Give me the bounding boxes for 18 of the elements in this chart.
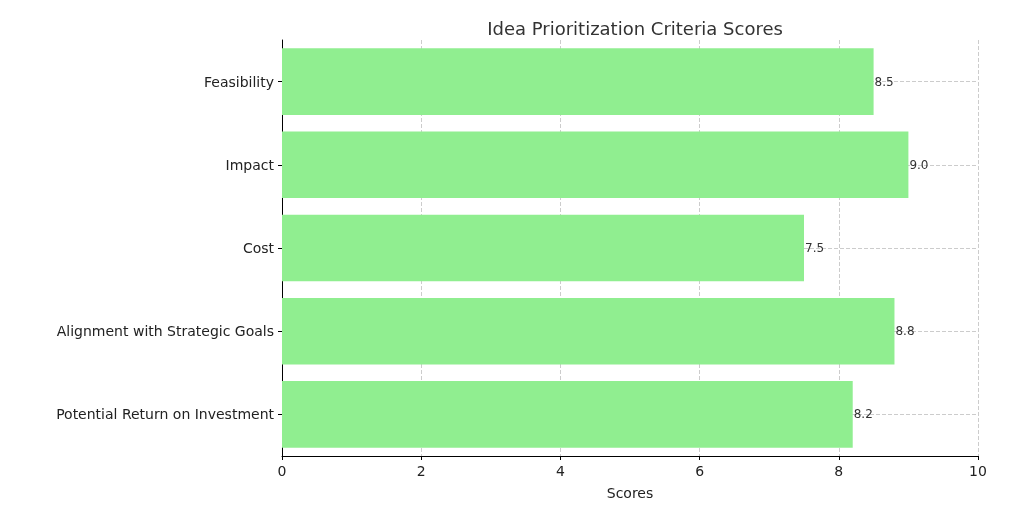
data-label: 8.8	[895, 324, 915, 339]
x-tick-label: 2	[416, 463, 426, 479]
y-tick-label: Cost	[242, 240, 275, 256]
x-tick-label: 10	[969, 463, 987, 479]
x-tick-label: 4	[555, 463, 565, 479]
y-tick-label: Feasibility	[204, 73, 274, 90]
y-tick-label: Potential Return on Investment	[56, 406, 275, 423]
chart-title: Idea Prioritization Criteria Scores	[487, 17, 783, 39]
data-label: 8.2	[853, 407, 873, 422]
x-axis-title: Scores	[606, 485, 654, 501]
data-label: 9.0	[909, 157, 929, 172]
data-label: 7.5	[805, 241, 825, 255]
y-tick-label: Impact	[225, 156, 275, 173]
x-tick-label: 0	[277, 463, 287, 479]
x-tick-label: 8	[834, 463, 844, 479]
x-tick-label: 6	[695, 463, 705, 479]
data-label: 8.5	[874, 74, 894, 89]
y-tick-label: Alignment with Strategic Goals	[56, 323, 274, 340]
